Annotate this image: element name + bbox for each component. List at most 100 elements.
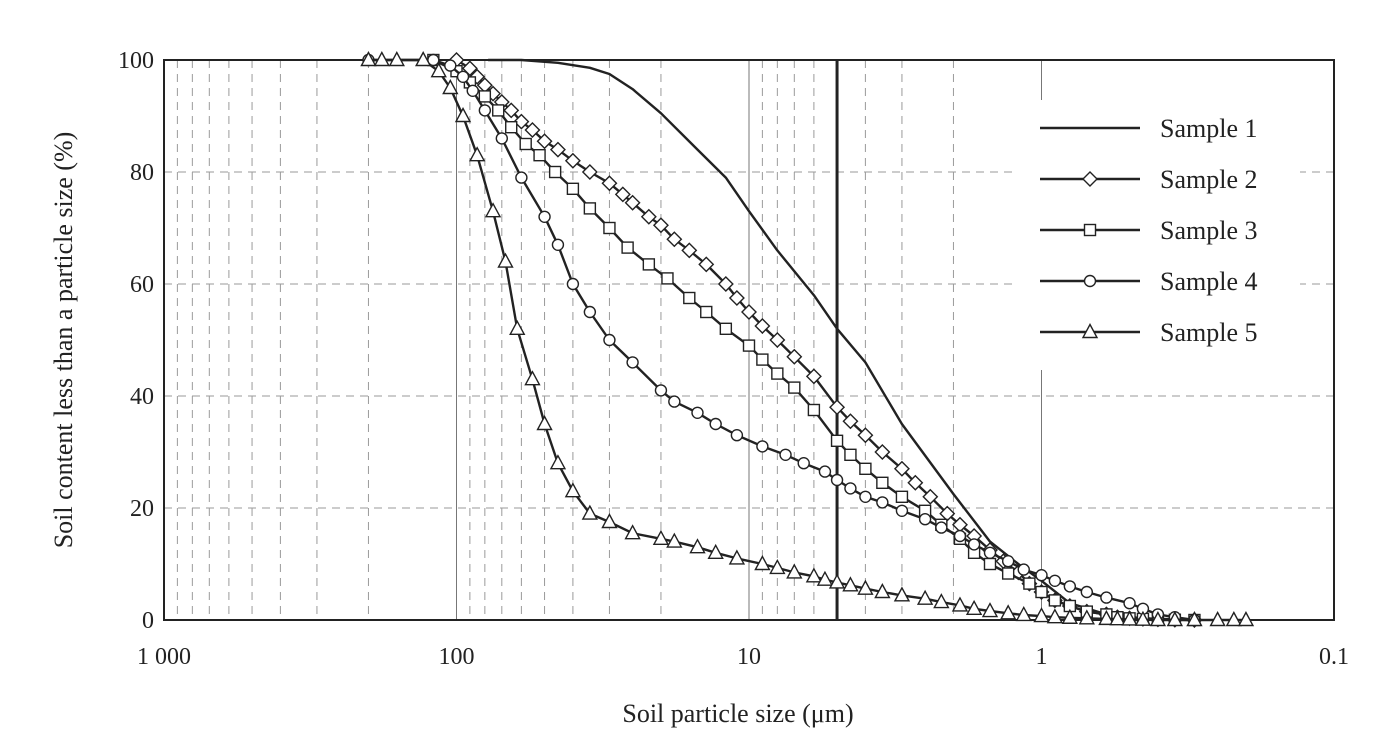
data-point-square	[642, 258, 656, 271]
series-line-3	[432, 58, 1195, 622]
data-point-circle	[626, 356, 639, 369]
legend-background	[1018, 100, 1300, 370]
data-point-circle	[895, 504, 909, 517]
data-point-circle	[1017, 563, 1030, 576]
data-point-diamond	[666, 231, 683, 248]
data-point-square	[742, 339, 756, 352]
y-tick-label: 20	[130, 496, 154, 522]
legend-label: Sample 3	[1160, 216, 1258, 245]
data-point-triangle	[816, 570, 834, 586]
data-point-circle	[1001, 555, 1015, 568]
data-point-square	[1001, 567, 1015, 580]
data-point-triangle	[1149, 611, 1167, 627]
data-point-triangle	[1166, 611, 1184, 627]
legend-item-3: Sample 3	[1040, 216, 1258, 245]
y-tick-label: 100	[118, 48, 154, 74]
data-point-square	[603, 221, 616, 235]
x-tick-label: 100	[439, 644, 475, 670]
data-point-circle	[818, 465, 832, 478]
legend-label: Sample 2	[1160, 165, 1258, 194]
data-point-triangle	[624, 524, 641, 540]
legend-label: Sample 1	[1160, 114, 1258, 143]
y-tick-label: 40	[130, 384, 154, 410]
data-point-circle	[566, 277, 580, 291]
data-point-circle	[1083, 274, 1097, 288]
data-point-diamond	[728, 290, 745, 306]
data-point-diamond	[503, 102, 520, 119]
data-point-circle	[583, 305, 597, 319]
data-point-diamond	[786, 348, 803, 365]
data-point-diamond	[624, 194, 641, 211]
data-point-triangle	[388, 51, 405, 67]
data-point-triangle	[1061, 608, 1079, 624]
data-point-triangle	[1046, 608, 1064, 624]
data-point-diamond	[614, 186, 631, 203]
data-point-triangle	[874, 583, 891, 599]
data-point-circle	[1080, 585, 1094, 599]
data-point-square	[621, 241, 634, 254]
legend-label: Sample 5	[1160, 318, 1258, 347]
data-point-triangle	[454, 107, 472, 123]
data-point-triangle	[1098, 609, 1115, 626]
data-point-circle	[859, 490, 872, 503]
data-point-circle	[1035, 569, 1048, 582]
data-point-circle	[918, 513, 932, 526]
data-point-triangle	[1237, 611, 1255, 627]
data-point-diamond	[805, 368, 822, 385]
x-tick-label: 1	[1036, 644, 1048, 670]
data-point-circle	[466, 84, 479, 98]
data-point-triangle	[1078, 609, 1095, 625]
y-axis-label: Soil content less than a particle size (…	[49, 132, 78, 549]
data-point-triangle	[536, 415, 553, 431]
data-point-triangle	[1109, 610, 1126, 626]
data-point-triangle	[1186, 611, 1203, 627]
series-layer	[360, 51, 1255, 628]
data-point-triangle	[509, 319, 526, 335]
tick-labels: 1 000 100 10 1 0.1 0 20 40 60 80 100	[118, 48, 1349, 670]
data-point-triangle	[581, 504, 599, 520]
data-point-square	[519, 137, 532, 151]
data-point-circle	[1063, 580, 1077, 593]
data-point-triangle	[916, 589, 934, 605]
data-point-triangle	[666, 532, 683, 548]
data-point-triangle	[981, 602, 999, 618]
data-point-square	[876, 476, 889, 489]
data-point-square	[548, 165, 562, 179]
legend-label: Sample 4	[1160, 267, 1258, 296]
data-point-circle	[797, 457, 810, 470]
data-point-circle	[779, 448, 792, 461]
data-point-triangle	[442, 79, 459, 95]
series-line-1	[488, 58, 1195, 622]
data-point-square	[895, 490, 909, 503]
data-point-triangle	[893, 586, 911, 602]
data-point-circle	[654, 384, 668, 397]
data-point-diamond	[601, 175, 618, 192]
data-point-circle	[551, 238, 565, 252]
y-tick-label: 80	[130, 160, 154, 186]
x-tick-label: 10	[737, 644, 761, 670]
data-point-circle	[967, 538, 981, 551]
data-point-circle	[495, 132, 509, 145]
y-tick-label: 0	[142, 608, 154, 634]
data-point-triangle	[564, 482, 582, 498]
data-point-triangle	[430, 62, 447, 78]
data-point-diamond	[922, 488, 939, 505]
data-point-triangle	[786, 563, 803, 579]
data-point-square	[1048, 594, 1062, 607]
data-point-circle	[830, 473, 844, 487]
data-point-diamond	[893, 460, 910, 477]
data-point-diamond	[857, 427, 874, 444]
data-point-circle	[1048, 574, 1062, 587]
data-point-diamond	[741, 304, 757, 320]
data-point-diamond	[907, 474, 924, 491]
data-point-triangle	[1033, 607, 1050, 623]
data-point-square	[505, 120, 518, 134]
data-point-triangle	[414, 51, 432, 67]
data-point-triangle	[468, 146, 486, 162]
data-point-square	[478, 90, 492, 103]
data-point-circle	[935, 521, 948, 534]
data-point-triangle	[360, 51, 377, 67]
data-point-diamond	[698, 256, 715, 273]
legend: Sample 1 Sample 2 Sample 3 Sample 4 Sample 5	[1018, 100, 1300, 370]
data-point-triangle	[1081, 323, 1099, 339]
